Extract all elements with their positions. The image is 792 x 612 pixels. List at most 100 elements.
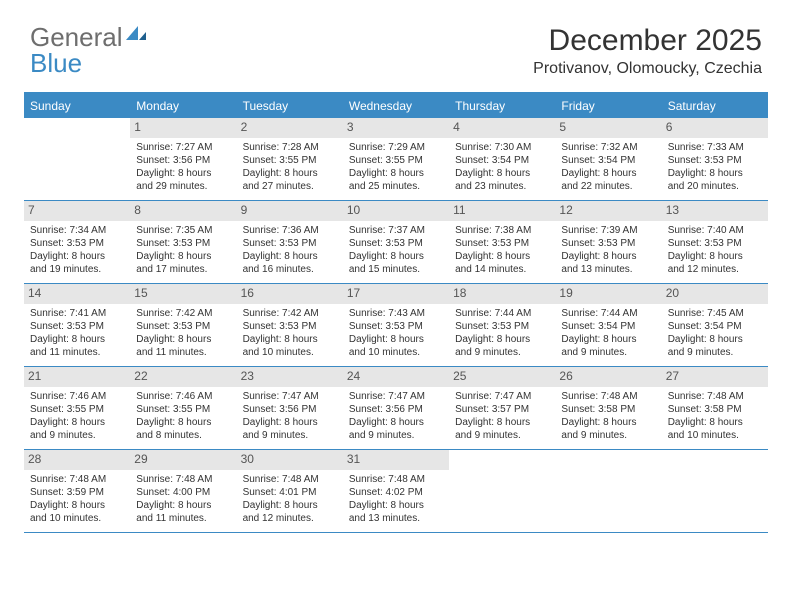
day-info-line: Sunrise: 7:35 AM: [136, 224, 230, 237]
day-info-line: Daylight: 8 hours: [668, 250, 762, 263]
day-info-line: Sunset: 3:53 PM: [561, 237, 655, 250]
day-info-line: Daylight: 8 hours: [30, 333, 124, 346]
day-info-line: Sunset: 3:58 PM: [561, 403, 655, 416]
day-number: 20: [662, 284, 768, 304]
day-number: 25: [449, 367, 555, 387]
day-cell: 14Sunrise: 7:41 AMSunset: 3:53 PMDayligh…: [24, 284, 130, 366]
calendar: Sunday Monday Tuesday Wednesday Thursday…: [24, 92, 768, 533]
day-info-line: Sunrise: 7:48 AM: [136, 473, 230, 486]
week-row: 7Sunrise: 7:34 AMSunset: 3:53 PMDaylight…: [24, 201, 768, 284]
day-number: 19: [555, 284, 661, 304]
day-info-line: Sunset: 3:53 PM: [455, 320, 549, 333]
week-row: 21Sunrise: 7:46 AMSunset: 3:55 PMDayligh…: [24, 367, 768, 450]
day-number: 2: [237, 118, 343, 138]
day-info-line: Daylight: 8 hours: [243, 333, 337, 346]
day-cell: [449, 450, 555, 532]
day-info-line: Sunrise: 7:46 AM: [30, 390, 124, 403]
day-cell: 28Sunrise: 7:48 AMSunset: 3:59 PMDayligh…: [24, 450, 130, 532]
day-info-line: Daylight: 8 hours: [243, 416, 337, 429]
day-number: 6: [662, 118, 768, 138]
day-cell: 4Sunrise: 7:30 AMSunset: 3:54 PMDaylight…: [449, 118, 555, 200]
day-info-line: and 13 minutes.: [561, 263, 655, 276]
day-info-line: and 20 minutes.: [668, 180, 762, 193]
day-info-line: Sunset: 3:57 PM: [455, 403, 549, 416]
day-header-sat: Saturday: [662, 94, 768, 118]
day-cell: 15Sunrise: 7:42 AMSunset: 3:53 PMDayligh…: [130, 284, 236, 366]
day-info-line: Sunrise: 7:29 AM: [349, 141, 443, 154]
day-info-line: Sunrise: 7:47 AM: [243, 390, 337, 403]
day-number: 23: [237, 367, 343, 387]
day-number: 30: [237, 450, 343, 470]
day-info-line: and 10 minutes.: [243, 346, 337, 359]
day-number: 12: [555, 201, 661, 221]
day-info-line: and 9 minutes.: [243, 429, 337, 442]
day-info-line: Daylight: 8 hours: [455, 250, 549, 263]
day-info-line: Sunset: 3:55 PM: [136, 403, 230, 416]
day-info-line: Sunset: 3:53 PM: [668, 237, 762, 250]
day-info-line: Daylight: 8 hours: [243, 167, 337, 180]
day-info-line: and 11 minutes.: [30, 346, 124, 359]
day-info-line: Sunset: 3:56 PM: [349, 403, 443, 416]
day-number: 3: [343, 118, 449, 138]
location-text: Protivanov, Olomoucky, Czechia: [533, 60, 762, 78]
day-info-line: and 17 minutes.: [136, 263, 230, 276]
day-cell: 31Sunrise: 7:48 AMSunset: 4:02 PMDayligh…: [343, 450, 449, 532]
day-info-line: Sunset: 3:56 PM: [243, 403, 337, 416]
logo-text-blue: Blue: [30, 48, 82, 78]
day-info-line: Daylight: 8 hours: [349, 416, 443, 429]
day-info-line: Daylight: 8 hours: [561, 416, 655, 429]
week-row: 14Sunrise: 7:41 AMSunset: 3:53 PMDayligh…: [24, 284, 768, 367]
day-info-line: Sunrise: 7:28 AM: [243, 141, 337, 154]
day-cell: 8Sunrise: 7:35 AMSunset: 3:53 PMDaylight…: [130, 201, 236, 283]
day-info-line: and 10 minutes.: [349, 346, 443, 359]
day-info-line: and 16 minutes.: [243, 263, 337, 276]
day-cell: 22Sunrise: 7:46 AMSunset: 3:55 PMDayligh…: [130, 367, 236, 449]
day-number: 28: [24, 450, 130, 470]
day-number: 9: [237, 201, 343, 221]
day-info-line: and 9 minutes.: [30, 429, 124, 442]
day-info-line: Sunset: 3:53 PM: [243, 320, 337, 333]
day-info-line: Sunrise: 7:37 AM: [349, 224, 443, 237]
day-header-sun: Sunday: [24, 94, 130, 118]
day-info-line: Sunset: 3:53 PM: [136, 320, 230, 333]
day-info-line: Sunset: 3:53 PM: [349, 237, 443, 250]
day-info-line: and 29 minutes.: [136, 180, 230, 193]
day-info-line: Sunset: 3:55 PM: [243, 154, 337, 167]
day-cell: 25Sunrise: 7:47 AMSunset: 3:57 PMDayligh…: [449, 367, 555, 449]
day-info-line: Sunrise: 7:46 AM: [136, 390, 230, 403]
day-info-line: Daylight: 8 hours: [349, 333, 443, 346]
day-info-line: Daylight: 8 hours: [30, 499, 124, 512]
day-number: 8: [130, 201, 236, 221]
day-number: 4: [449, 118, 555, 138]
day-cell: [662, 450, 768, 532]
day-number: 22: [130, 367, 236, 387]
day-number: 13: [662, 201, 768, 221]
day-info-line: Daylight: 8 hours: [668, 416, 762, 429]
day-info-line: and 10 minutes.: [30, 512, 124, 525]
day-info-line: and 8 minutes.: [136, 429, 230, 442]
day-info-line: and 13 minutes.: [349, 512, 443, 525]
day-cell: 1Sunrise: 7:27 AMSunset: 3:56 PMDaylight…: [130, 118, 236, 200]
day-info-line: Sunset: 3:53 PM: [455, 237, 549, 250]
day-header-thu: Thursday: [449, 94, 555, 118]
day-info-line: Sunrise: 7:38 AM: [455, 224, 549, 237]
day-info-line: Sunrise: 7:48 AM: [243, 473, 337, 486]
day-number: 29: [130, 450, 236, 470]
day-cell: 2 Sunrise: 7:28 AMSunset: 3:55 PMDaylight…: [237, 118, 343, 200]
day-info-line: Sunset: 4:02 PM: [349, 486, 443, 499]
day-cell: 12Sunrise: 7:39 AMSunset: 3:53 PMDayligh…: [555, 201, 661, 283]
day-number: 18: [449, 284, 555, 304]
day-info-line: and 11 minutes.: [136, 512, 230, 525]
day-info-line: and 19 minutes.: [30, 263, 124, 276]
day-info-line: Sunrise: 7:48 AM: [668, 390, 762, 403]
day-info-line: Daylight: 8 hours: [455, 416, 549, 429]
day-header-mon: Monday: [130, 94, 236, 118]
day-cell: 3Sunrise: 7:29 AMSunset: 3:55 PMDaylight…: [343, 118, 449, 200]
day-info-line: and 25 minutes.: [349, 180, 443, 193]
day-cell: 19Sunrise: 7:44 AMSunset: 3:54 PMDayligh…: [555, 284, 661, 366]
day-number: 24: [343, 367, 449, 387]
day-cell: 23 Sunrise: 7:47 AMSunset: 3:56 PMDayligh…: [237, 367, 343, 449]
day-cell: 20Sunrise: 7:45 AMSunset: 3:54 PMDayligh…: [662, 284, 768, 366]
day-number: 21: [24, 367, 130, 387]
day-cell: 9Sunrise: 7:36 AMSunset: 3:53 PMDaylight…: [237, 201, 343, 283]
